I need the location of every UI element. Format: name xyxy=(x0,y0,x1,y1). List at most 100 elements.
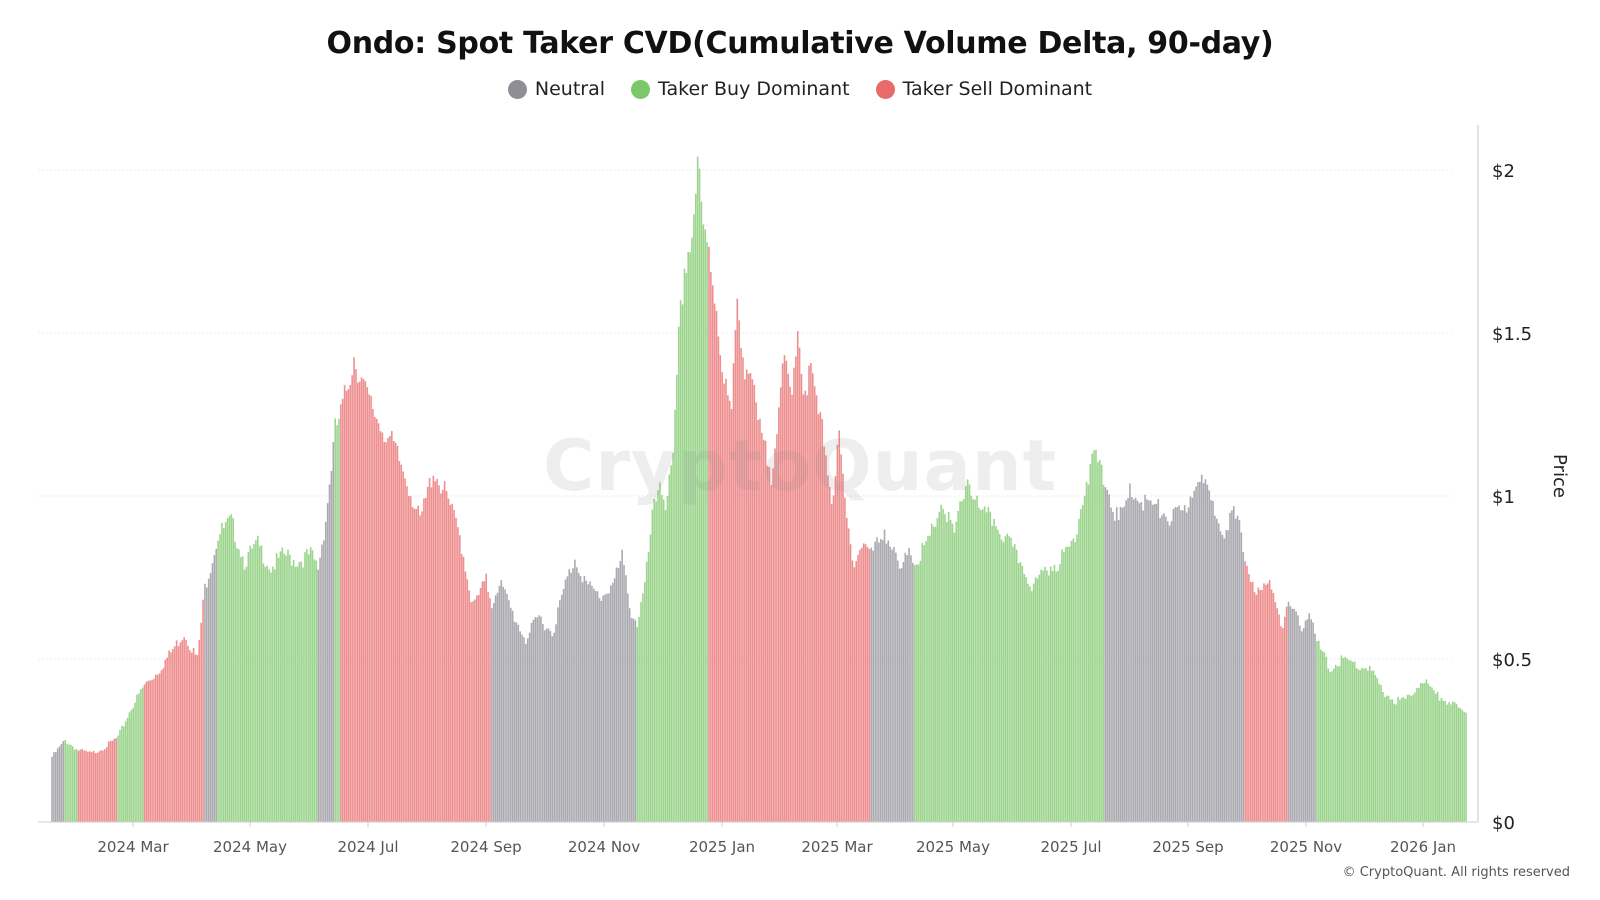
price-bar[interactable] xyxy=(464,571,467,822)
price-bar[interactable] xyxy=(166,657,168,822)
price-bar[interactable] xyxy=(477,595,480,822)
price-bar[interactable] xyxy=(1014,544,1016,822)
price-bar[interactable] xyxy=(1287,601,1290,822)
price-bar[interactable] xyxy=(224,522,227,822)
price-bar[interactable] xyxy=(298,561,301,822)
price-bar[interactable] xyxy=(521,634,523,822)
price-bar[interactable] xyxy=(1384,697,1386,822)
price-bar[interactable] xyxy=(460,553,463,822)
price-bar[interactable] xyxy=(1098,459,1101,822)
price-bar[interactable] xyxy=(162,668,165,822)
price-bar[interactable] xyxy=(277,557,280,822)
price-bar[interactable] xyxy=(273,569,276,822)
price-bar[interactable] xyxy=(56,748,59,822)
price-bar[interactable] xyxy=(906,555,908,822)
price-bar[interactable] xyxy=(778,407,780,822)
price-bar[interactable] xyxy=(672,453,674,822)
price-bar[interactable] xyxy=(1268,580,1271,822)
price-bar[interactable] xyxy=(838,430,841,822)
price-bar[interactable] xyxy=(232,518,235,822)
price-bar[interactable] xyxy=(222,528,225,822)
price-bar[interactable] xyxy=(747,373,750,822)
price-bar[interactable] xyxy=(1448,702,1450,822)
price-bar[interactable] xyxy=(959,501,961,822)
price-bar[interactable] xyxy=(1457,707,1460,822)
price-bar[interactable] xyxy=(1302,628,1305,822)
price-bar[interactable] xyxy=(1044,566,1046,822)
price-bar[interactable] xyxy=(1140,501,1143,822)
price-bar[interactable] xyxy=(391,430,393,822)
price-bar[interactable] xyxy=(1189,496,1192,822)
price-bar[interactable] xyxy=(972,499,975,822)
price-bar[interactable] xyxy=(366,387,369,822)
price-bar[interactable] xyxy=(1425,679,1428,822)
price-bar[interactable] xyxy=(921,542,924,822)
price-bar[interactable] xyxy=(1293,608,1296,822)
price-bar[interactable] xyxy=(1253,592,1256,822)
price-bar[interactable] xyxy=(408,495,410,822)
price-bar[interactable] xyxy=(379,431,382,822)
price-bar[interactable] xyxy=(419,515,421,822)
price-bar[interactable] xyxy=(745,369,748,822)
price-bar[interactable] xyxy=(1270,589,1273,822)
price-bar[interactable] xyxy=(353,357,355,822)
price-bar[interactable] xyxy=(81,748,84,822)
price-bar[interactable] xyxy=(851,560,854,823)
price-bar[interactable] xyxy=(557,607,559,822)
price-bar[interactable] xyxy=(104,749,106,822)
price-bar[interactable] xyxy=(364,381,367,822)
price-bar[interactable] xyxy=(239,557,242,822)
price-bar[interactable] xyxy=(374,417,376,822)
price-bar[interactable] xyxy=(613,578,616,822)
price-bar[interactable] xyxy=(121,725,123,822)
price-bar[interactable] xyxy=(1068,546,1071,822)
price-bar[interactable] xyxy=(857,554,859,822)
price-bar[interactable] xyxy=(77,750,80,822)
price-bar[interactable] xyxy=(895,552,897,822)
price-bar[interactable] xyxy=(983,506,986,822)
price-bar[interactable] xyxy=(991,525,993,822)
price-bar[interactable] xyxy=(910,555,912,822)
price-bar[interactable] xyxy=(1359,669,1362,822)
price-bar[interactable] xyxy=(968,484,971,822)
price-bar[interactable] xyxy=(1261,590,1263,822)
price-bar[interactable] xyxy=(115,738,117,822)
price-bar[interactable] xyxy=(68,744,70,822)
price-bar[interactable] xyxy=(1314,633,1316,822)
price-bar[interactable] xyxy=(175,640,178,822)
price-bar[interactable] xyxy=(236,548,238,822)
price-bar[interactable] xyxy=(1204,479,1207,822)
price-bar[interactable] xyxy=(985,512,988,822)
price-bar[interactable] xyxy=(844,497,846,822)
legend-item-taker-sell[interactable]: Taker Sell Dominant xyxy=(875,78,1092,100)
price-bar[interactable] xyxy=(281,547,284,822)
price-bar[interactable] xyxy=(806,395,808,822)
price-bar[interactable] xyxy=(1365,667,1367,822)
price-bar[interactable] xyxy=(1423,682,1426,822)
price-bar[interactable] xyxy=(272,566,274,822)
price-bar[interactable] xyxy=(357,382,359,822)
price-bar[interactable] xyxy=(1036,578,1039,822)
price-bar[interactable] xyxy=(411,507,414,822)
price-bar[interactable] xyxy=(136,694,138,822)
price-bar[interactable] xyxy=(1255,594,1258,822)
price-bar[interactable] xyxy=(766,465,769,822)
price-bar[interactable] xyxy=(523,637,525,822)
price-bar[interactable] xyxy=(591,585,593,822)
price-bar[interactable] xyxy=(468,590,471,822)
price-bar[interactable] xyxy=(1091,453,1094,822)
price-bar[interactable] xyxy=(742,357,744,822)
price-bar[interactable] xyxy=(783,355,786,822)
price-bar[interactable] xyxy=(504,589,506,822)
price-bar[interactable] xyxy=(1459,708,1462,822)
price-bar[interactable] xyxy=(810,363,812,822)
price-bar[interactable] xyxy=(930,523,933,822)
price-bar[interactable] xyxy=(1138,503,1141,822)
price-bar[interactable] xyxy=(1081,504,1084,822)
price-bar[interactable] xyxy=(1012,546,1014,822)
price-bar[interactable] xyxy=(383,442,386,822)
price-bar[interactable] xyxy=(1142,510,1144,822)
price-bar[interactable] xyxy=(632,618,635,822)
price-bar[interactable] xyxy=(1185,512,1188,822)
price-bar[interactable] xyxy=(634,620,637,822)
